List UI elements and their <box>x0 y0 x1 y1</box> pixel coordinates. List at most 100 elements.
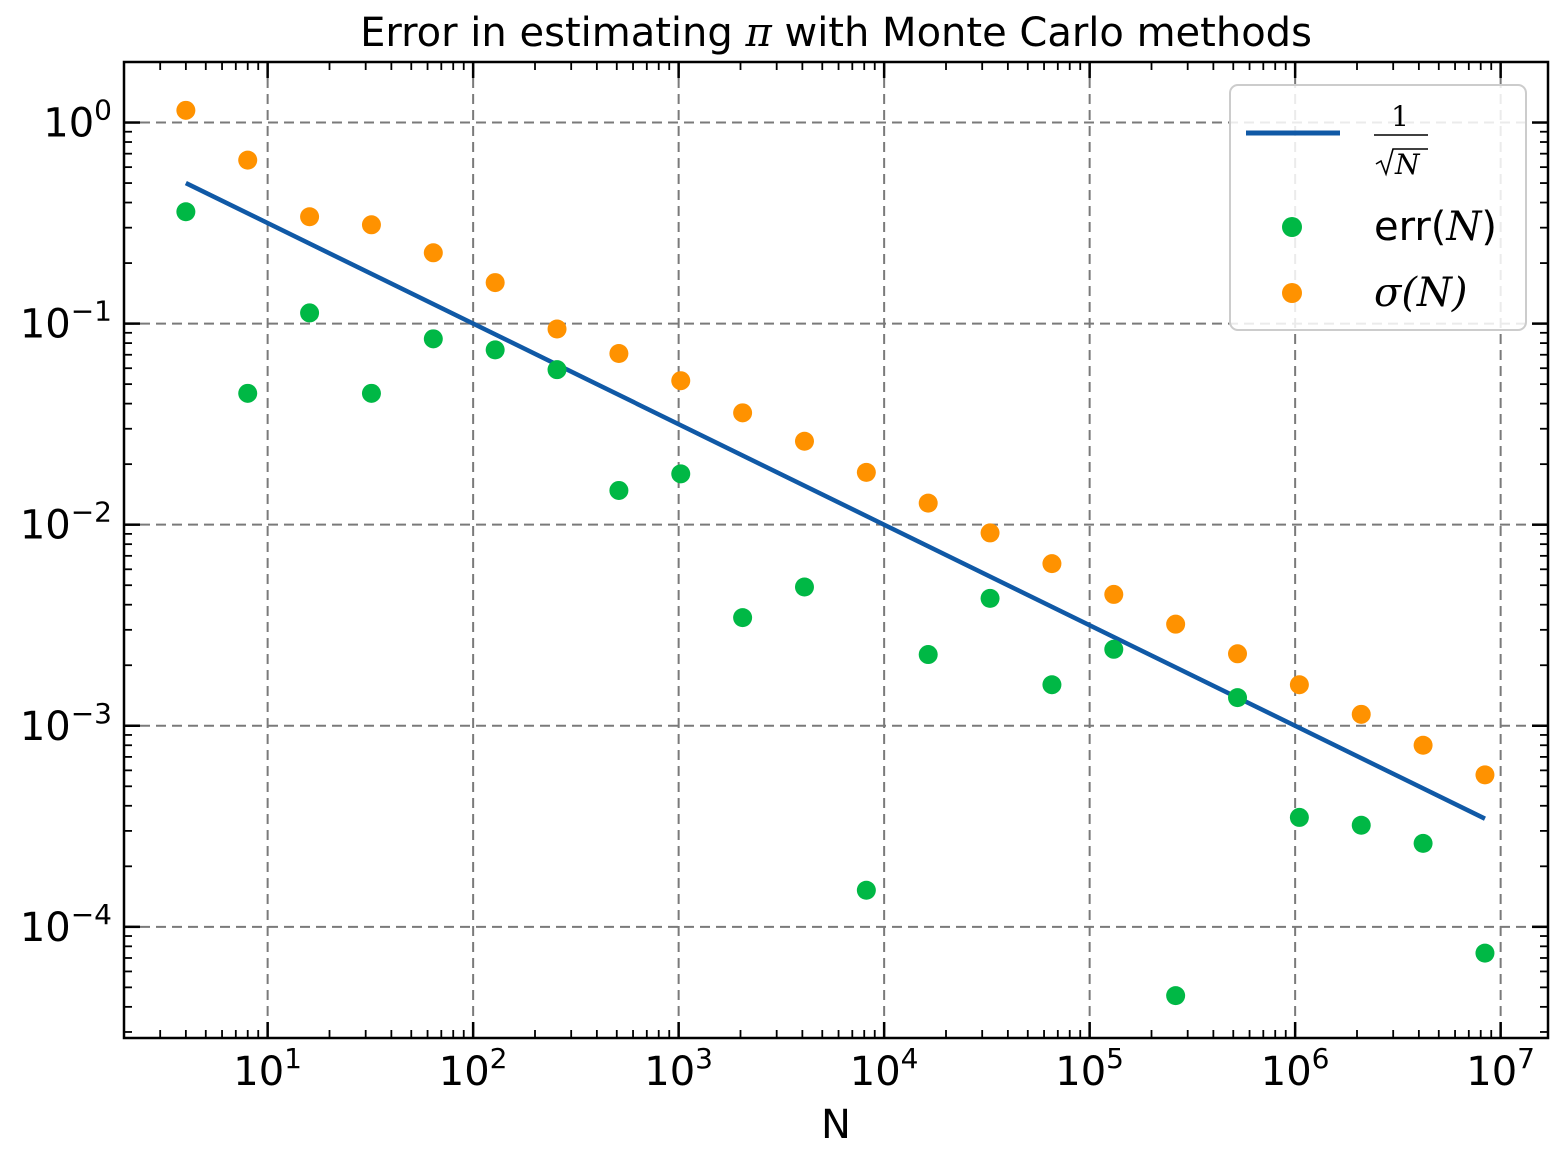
sigma-point-7 <box>609 344 629 364</box>
chart-title-before: Error in estimating <box>360 10 745 56</box>
x-tick-exponent: 5 <box>1106 1042 1124 1075</box>
sigma-point-0 <box>176 100 196 120</box>
legend-label-err: err(N) <box>1374 204 1497 250</box>
legend-entry-inverse-sqrt: 1 N <box>1374 100 1428 181</box>
err-point-13 <box>980 588 1000 608</box>
legend-sigma-swatch <box>1282 283 1302 303</box>
sigma-point-9 <box>733 403 753 423</box>
err-point-0 <box>176 202 196 222</box>
series-layer <box>176 100 1495 1006</box>
y-tick-base: 10 <box>20 503 71 549</box>
y-tick-exponent: −4 <box>71 898 112 931</box>
x-tick-label-1: 102 <box>439 1042 508 1095</box>
sigma-point-2 <box>300 207 320 227</box>
legend-sqrt-sign <box>1375 148 1428 177</box>
legend-sigma-suffix: (N) <box>1401 270 1467 316</box>
err-point-7 <box>609 480 629 500</box>
legend-err-var: N <box>1445 204 1483 250</box>
sigma-point-16 <box>1166 614 1186 634</box>
sigma-point-4 <box>423 243 443 263</box>
y-tick-label-3: 10−3 <box>20 697 112 750</box>
err-point-14 <box>1042 675 1062 695</box>
x-tick-base: 10 <box>1261 1049 1312 1095</box>
legend-fraction-denominator: N <box>1394 148 1421 181</box>
sigma-point-13 <box>980 523 1000 543</box>
sigma-point-18 <box>1289 675 1309 695</box>
err-point-16 <box>1166 986 1186 1006</box>
x-tick-base: 10 <box>1055 1049 1106 1095</box>
series-1 <box>176 202 1495 1006</box>
err-point-2 <box>300 303 320 323</box>
sigma-point-10 <box>794 431 814 451</box>
sigma-point-14 <box>1042 554 1062 574</box>
sigma-point-6 <box>547 319 567 339</box>
inverse-sqrt-line <box>184 181 1486 821</box>
legend-fraction-numerator: 1 <box>1391 100 1409 133</box>
err-point-11 <box>856 880 876 900</box>
x-tick-label-5: 106 <box>1261 1042 1330 1095</box>
x-tick-exponent: 4 <box>901 1042 919 1075</box>
sigma-point-8 <box>671 371 691 391</box>
x-tick-label-2: 103 <box>644 1042 713 1095</box>
x-tick-exponent: 7 <box>1517 1042 1535 1075</box>
sigma-point-19 <box>1351 704 1371 724</box>
x-tick-label-4: 105 <box>1055 1042 1124 1095</box>
y-tick-label-0: 100 <box>43 94 112 147</box>
err-point-5 <box>485 340 505 360</box>
x-tick-base: 10 <box>233 1049 284 1095</box>
y-tick-base: 10 <box>20 905 71 951</box>
axis-ticks <box>123 61 1548 1038</box>
legend-sigma-var: σ <box>1374 270 1403 316</box>
err-point-17 <box>1228 688 1248 708</box>
x-tick-base: 10 <box>850 1049 901 1095</box>
x-tick-exponent: 3 <box>695 1042 713 1075</box>
sigma-point-11 <box>856 462 876 482</box>
y-tick-label-1: 10−1 <box>20 295 112 348</box>
x-tick-label-6: 107 <box>1466 1042 1535 1095</box>
sigma-point-12 <box>918 493 938 513</box>
err-point-4 <box>423 329 443 349</box>
legend: 1 N err(N) σ(N) <box>1229 84 1527 331</box>
y-tick-exponent: 0 <box>94 94 112 127</box>
chart-title-after: with Monte Carlo methods <box>772 10 1312 56</box>
legend-err-suffix: ) <box>1481 204 1497 250</box>
err-point-8 <box>671 464 691 484</box>
sigma-point-1 <box>238 150 258 170</box>
y-tick-label-2: 10−2 <box>20 496 112 549</box>
x-tick-base: 10 <box>439 1049 490 1095</box>
err-point-10 <box>794 577 814 597</box>
sigma-point-20 <box>1413 735 1433 755</box>
legend-err-swatch <box>1282 217 1302 237</box>
x-tick-exponent: 6 <box>1312 1042 1330 1075</box>
y-tick-exponent: −1 <box>71 295 112 328</box>
x-tick-label-0: 101 <box>233 1042 302 1095</box>
x-tick-label-3: 104 <box>850 1042 919 1095</box>
y-tick-label-4: 10−4 <box>20 898 112 951</box>
x-tick-base: 10 <box>644 1049 695 1095</box>
x-tick-exponent: 2 <box>490 1042 508 1075</box>
x-tick-base: 10 <box>1466 1049 1517 1095</box>
sigma-point-17 <box>1228 644 1248 664</box>
series-0 <box>184 181 1486 821</box>
err-point-6 <box>547 360 567 380</box>
y-tick-base: 10 <box>20 302 71 348</box>
err-point-18 <box>1289 807 1309 827</box>
y-tick-base: 10 <box>43 101 94 147</box>
err-point-20 <box>1413 833 1433 853</box>
err-point-15 <box>1104 639 1124 659</box>
legend-err-prefix: err( <box>1374 204 1446 250</box>
y-tick-exponent: −2 <box>71 496 112 529</box>
sigma-point-15 <box>1104 584 1124 604</box>
err-point-9 <box>733 608 753 628</box>
y-tick-exponent: −3 <box>71 697 112 730</box>
plot-frame <box>122 60 1550 1040</box>
legend-label-sigma: σ(N) <box>1374 270 1468 316</box>
err-point-1 <box>238 383 258 403</box>
y-tick-base: 10 <box>20 704 71 750</box>
sigma-point-5 <box>485 273 505 293</box>
err-point-3 <box>361 383 381 403</box>
chart-title: Error in estimating π with Monte Carlo m… <box>360 10 1312 56</box>
legend-box <box>1229 84 1527 331</box>
err-point-19 <box>1351 815 1371 835</box>
